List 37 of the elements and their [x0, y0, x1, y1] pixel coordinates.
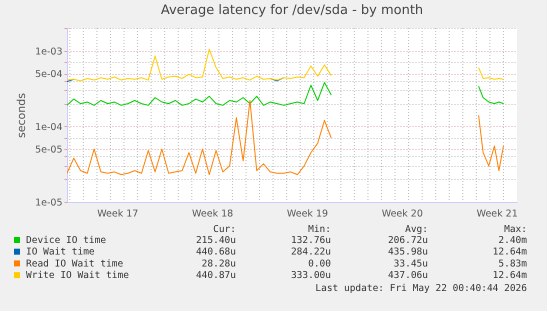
text: Min:: [308, 224, 331, 235]
x-tick-label: Week 19: [286, 208, 328, 220]
y-tick-label: 5e-05: [35, 144, 62, 156]
text: 0.00: [308, 258, 332, 270]
text: Max:: [504, 224, 527, 235]
text: 12.64m: [492, 270, 528, 282]
text: 435.98u: [388, 246, 428, 258]
y-axis-title: seconds: [15, 92, 28, 138]
text: 12.64m: [492, 246, 528, 258]
chart-title: Average latency for /dev/sda - by month: [160, 3, 424, 18]
text: 440.87u: [196, 270, 236, 282]
text: 284.22u: [290, 246, 331, 258]
x-tick-label: Week 20: [382, 208, 423, 220]
text: 206.72u: [388, 235, 428, 246]
x-tick-label: Week 21: [476, 208, 518, 220]
y-tick-label: 5e-04: [35, 69, 62, 80]
legend-label: Read IO Wait time: [26, 258, 124, 270]
text: 437.06u: [388, 270, 428, 282]
legend-label: Device IO time: [26, 235, 106, 246]
text: 2.40m: [498, 235, 528, 246]
text: 440.68u: [196, 246, 236, 258]
text: Cur:: [213, 224, 236, 235]
y-tick-label: 1e-04: [35, 122, 62, 133]
text: 5.83m: [498, 258, 528, 270]
x-tick-label: Week 17: [97, 208, 138, 220]
legend-label: IO Wait time: [26, 246, 95, 258]
y-tick-label: 1e-03: [35, 46, 62, 58]
text: 215.40u: [196, 235, 236, 246]
legend-label: Write IO Wait time: [26, 270, 130, 282]
y-tick-label: 1e-05: [35, 198, 62, 208]
text: 132.76u: [290, 235, 331, 246]
text: Last update: Fri May 22 00:40:44 2026: [315, 283, 528, 294]
text: 333.00u: [290, 270, 331, 282]
text: 28.28u: [202, 258, 236, 270]
text: 33.45u: [394, 258, 428, 270]
x-tick-label: Week 18: [192, 208, 234, 220]
text: Avg:: [405, 224, 428, 235]
